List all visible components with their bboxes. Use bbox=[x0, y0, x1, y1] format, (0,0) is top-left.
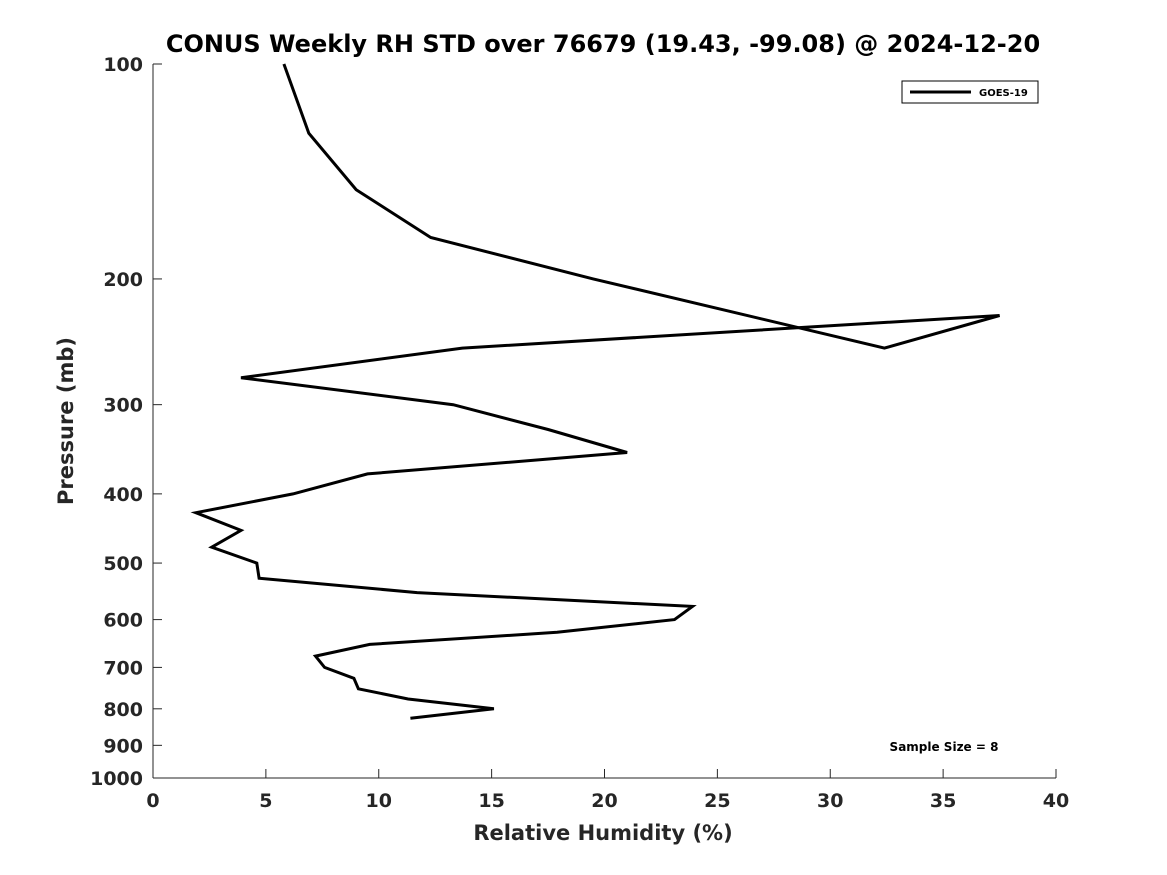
y-tick-label: 300 bbox=[103, 395, 143, 417]
legend: GOES-19 bbox=[901, 80, 1039, 104]
x-tick-label: 20 bbox=[591, 790, 617, 812]
legend-label-goes-19: GOES-19 bbox=[979, 88, 1028, 99]
y-tick-label: 1000 bbox=[90, 768, 143, 790]
x-tick-label: 0 bbox=[146, 790, 159, 812]
x-tick-label: 5 bbox=[259, 790, 272, 812]
series-line-goes-19 bbox=[190, 63, 1001, 720]
x-tick-label: 40 bbox=[1043, 790, 1069, 812]
x-tick-label: 25 bbox=[704, 790, 730, 812]
chart-title: CONUS Weekly RH STD over 76679 (19.43, -… bbox=[166, 30, 1040, 58]
y-axis-ticks: 100 200 300 400 500 600 700 800 900 1000 bbox=[90, 54, 162, 790]
series-layer bbox=[190, 63, 1001, 720]
x-axis-ticks: 0 5 10 15 20 25 30 35 40 bbox=[146, 769, 1069, 812]
x-tick-label: 35 bbox=[930, 790, 956, 812]
y-tick-label: 400 bbox=[103, 484, 143, 506]
x-tick-label: 15 bbox=[478, 790, 504, 812]
y-axis-label: Pressure (mb) bbox=[54, 337, 78, 505]
x-axis-label: Relative Humidity (%) bbox=[473, 821, 732, 845]
y-tick-label: 600 bbox=[103, 610, 143, 632]
x-tick-label: 10 bbox=[366, 790, 392, 812]
y-tick-label: 200 bbox=[103, 269, 143, 291]
y-tick-label: 800 bbox=[103, 699, 143, 721]
y-tick-label: 500 bbox=[103, 553, 143, 575]
y-tick-label: 900 bbox=[103, 735, 143, 757]
y-tick-label: 100 bbox=[103, 54, 143, 76]
y-tick-label: 700 bbox=[103, 657, 143, 679]
x-tick-label: 30 bbox=[817, 790, 843, 812]
sample-size-annotation: Sample Size = 8 bbox=[890, 740, 999, 754]
